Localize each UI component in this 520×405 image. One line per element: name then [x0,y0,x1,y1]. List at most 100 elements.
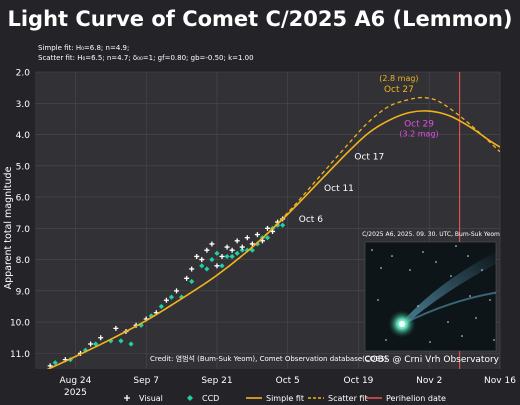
visual-point [98,335,104,341]
visual-point [239,244,245,250]
star [391,255,393,257]
visual-point [163,297,169,303]
ccd-point [204,266,210,272]
star [371,249,373,251]
comet-photo-image [371,245,496,343]
star [475,317,477,319]
x-tick-label: Aug 24 [59,376,91,386]
legend-label: CCD [202,394,219,403]
legend-marker-visual [124,395,130,401]
credit-source: Credit: 염범석 (Bum-Suk Yeom), Comet Observ… [150,354,387,363]
annotation-sub: (3.2 mag) [399,130,438,139]
x-tick-label: Sep 21 [201,376,232,386]
x-tick-sublabel: 2025 [64,388,87,398]
visual-point [113,325,119,331]
ccd-point [168,294,175,300]
star [461,335,463,337]
visual-point [224,244,230,250]
ccd-point [214,250,220,256]
visual-point [265,225,270,231]
grid-lines [35,71,501,369]
visual-point [234,238,240,244]
ccd-point [219,263,225,269]
ccd-point [93,341,99,347]
star [422,251,424,253]
ccd-point [128,341,134,347]
visual-point [244,235,250,241]
star [469,295,471,297]
legend-marker-ccd [187,395,193,401]
ccd-point [234,250,240,256]
annotation-label: Oct 6 [299,215,323,225]
star [385,339,387,341]
star [447,321,449,323]
annotation-label: Oct 17 [354,153,384,163]
visual-point [219,253,225,259]
y-axis-label: Apparent total magnitude [3,166,14,289]
y-tick-label: 9.0 [16,287,31,297]
x-tick-label: Oct 5 [276,376,300,386]
ccd-point [189,278,195,285]
scatter-fit-line [46,96,500,369]
visual-point [184,275,190,281]
y-tick-label: 8.0 [16,256,31,266]
visual-point [229,247,235,253]
fit-note-scatter: Scatter fit: H₀=6.5; n=4.7; δ₀₀=1; gf=0.… [38,54,254,62]
y-tick-label: 3.0 [16,100,31,110]
annotation-label: Oct 11 [324,184,354,194]
y-tick-label: 2.0 [16,69,31,79]
ccd-point [254,241,260,247]
ccd-point [148,313,154,319]
x-tick-labels: Aug 24 2025 Sep 7 Sep 21 Oct 5 Oct 19 Nov 2 Nov… [59,376,516,398]
star [435,261,437,263]
legend-label: Scatter fit [328,394,368,403]
ccd-point [158,303,164,310]
star [429,341,431,343]
ccd-point [239,247,245,253]
visual-point [249,241,255,247]
annotation-label: Oct 27 [384,85,414,95]
ccd-point [82,347,89,353]
star [450,275,452,277]
star [493,339,495,341]
annotation-sub: (2.8 mag) [379,74,418,83]
y-tick-labels: 2.0 3.0 4.0 5.0 6.0 7.0 8.0 9.0 10.0 11.0 [10,69,30,360]
y-tick-label: 4.0 [16,131,31,141]
visual-point [194,253,200,259]
visual-point [254,232,260,238]
star [489,299,491,301]
annotations: Oct 6 Oct 11 Oct 17 (2.8 mag) Oct 27 Oct 29(3… [299,74,439,225]
x-tick-label: Nov 16 [484,376,516,386]
x-tick-label: Nov 2 [416,376,442,386]
visual-point [209,241,215,247]
ccd-point [229,253,235,260]
visual-point [214,263,220,269]
credit-observatory: COBS @ Crni Vrh Observatory [364,355,499,365]
fit-note-simple: Simple fit: H₀=6.8; n=4.9; [38,44,129,52]
star [467,255,469,257]
inset-caption: C/2025 A6, 2025. 09. 30. UTC, Bum-Suk Ye… [362,231,500,238]
star [409,269,411,271]
y-tick-label: 10.0 [10,319,30,329]
x-tick-label: Oct 19 [344,376,374,386]
chart-title: Light Curve of Comet C/2025 A6 (Lemmon) [7,7,512,31]
legend-label: Perihelion date [386,394,446,403]
simple-fit-line [46,110,500,369]
legend-label: Visual [139,394,163,403]
visual-point [199,257,205,263]
star [455,245,457,247]
legend: Visual CCD Simple fit Scatter fit Perihelion… [124,394,446,403]
y-tick-label: 11.0 [10,350,30,360]
y-tick-label: 6.0 [16,194,31,204]
ccd-point [52,360,58,366]
star [380,267,382,269]
ccd-point [264,235,271,241]
y-tick-label: 7.0 [16,225,31,235]
ccd-point [209,256,215,263]
annotation-label: Oct 29 [404,120,434,130]
ccd-point [118,338,124,344]
x-tick-label: Sep 7 [133,376,159,386]
ccd-point [178,294,185,300]
